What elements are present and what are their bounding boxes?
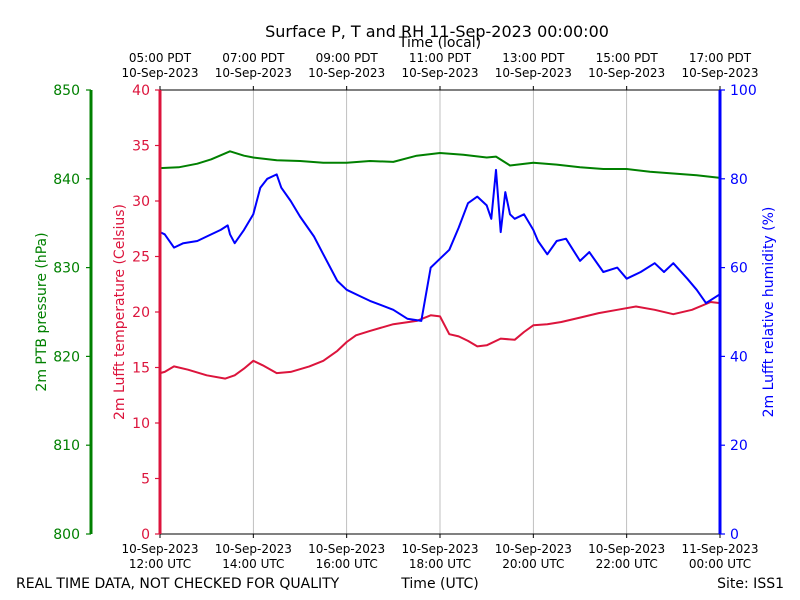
temperature-tick-label: 10 <box>132 416 150 432</box>
pressure-tick-label: 830 <box>53 261 80 277</box>
rh-series-line <box>159 168 721 322</box>
pressure-tick-label: 800 <box>53 527 80 543</box>
x-tick-label: 11-Sep-2023 <box>681 542 758 556</box>
series-layer <box>159 150 721 380</box>
humidity-axis-label: 2m Lufft relative humidity (%) <box>761 207 777 418</box>
top-tick-label: 15:00 PDT <box>596 51 659 65</box>
temperature-tick-label: 0 <box>141 527 150 543</box>
pressure-tick-label: 840 <box>53 172 80 188</box>
top-tick-label: 13:00 PDT <box>502 51 565 65</box>
top-tick-label: 11:00 PDT <box>409 51 472 65</box>
rh-tick-label: 100 <box>730 83 757 99</box>
temperature-tick-label: 20 <box>132 305 150 321</box>
top-tick-label: 10-Sep-2023 <box>495 66 572 80</box>
top-tick-label: 07:00 PDT <box>222 51 285 65</box>
top-tick-label: 10-Sep-2023 <box>308 66 385 80</box>
temperature-tick-label: 5 <box>141 472 150 488</box>
pressure-tick-label: 850 <box>53 83 80 99</box>
x-tick-label: 10-Sep-2023 <box>308 542 385 556</box>
top-tick-label: 17:00 PDT <box>689 51 752 65</box>
x-tick-label: 10-Sep-2023 <box>588 542 665 556</box>
top-tick-label: 09:00 PDT <box>316 51 379 65</box>
chart-title: Surface P, T and RH 11-Sep-2023 00:00:00 <box>265 22 609 41</box>
x-tick-label: 10-Sep-2023 <box>215 542 292 556</box>
rh-tick-label: 40 <box>730 349 748 365</box>
top-tick-label: 10-Sep-2023 <box>215 66 292 80</box>
x-tick-label: 00:00 UTC <box>689 557 751 571</box>
rh-tick-label: 0 <box>730 527 739 543</box>
temperature-tick-label: 30 <box>132 194 150 210</box>
top-tick-label: 10-Sep-2023 <box>681 66 758 80</box>
pressure-series-line <box>159 150 721 179</box>
gridlines <box>252 90 628 534</box>
temperature-series-line <box>159 301 721 380</box>
temperature-axis-label: 2m Lufft temperature (Celsius) <box>112 204 128 420</box>
temperature-tick-label: 25 <box>132 250 150 266</box>
pressure-axis-label: 2m PTB pressure (hPa) <box>34 232 50 391</box>
top-tick-label: 10-Sep-2023 <box>588 66 665 80</box>
x-tick-label: 22:00 UTC <box>596 557 658 571</box>
temperature-tick-label: 35 <box>132 139 150 155</box>
x-axis-label: Time (UTC) <box>400 576 478 592</box>
axes-layer <box>86 86 725 538</box>
pressure-tick-label: 820 <box>53 349 80 365</box>
rh-tick-label: 60 <box>730 261 748 277</box>
top-axis-title: Time (local) <box>398 35 481 51</box>
top-tick-label: 10-Sep-2023 <box>401 66 478 80</box>
x-tick-label: 20:00 UTC <box>502 557 564 571</box>
x-tick-label: 18:00 UTC <box>409 557 471 571</box>
temperature-tick-label: 40 <box>132 83 150 99</box>
temperature-tick-label: 15 <box>132 361 150 377</box>
x-tick-label: 16:00 UTC <box>316 557 378 571</box>
x-tick-label: 14:00 UTC <box>222 557 284 571</box>
quality-disclaimer: REAL TIME DATA, NOT CHECKED FOR QUALITY <box>16 576 340 592</box>
x-tick-label: 10-Sep-2023 <box>121 542 198 556</box>
top-tick-label: 05:00 PDT <box>129 51 192 65</box>
rh-tick-label: 20 <box>730 438 748 454</box>
x-tick-label: 12:00 UTC <box>129 557 191 571</box>
x-tick-label: 10-Sep-2023 <box>401 542 478 556</box>
rh-tick-label: 80 <box>730 172 748 188</box>
pressure-tick-label: 810 <box>53 438 80 454</box>
top-tick-label: 10-Sep-2023 <box>121 66 198 80</box>
x-tick-label: 10-Sep-2023 <box>495 542 572 556</box>
site-label: Site: ISS1 <box>717 576 784 592</box>
